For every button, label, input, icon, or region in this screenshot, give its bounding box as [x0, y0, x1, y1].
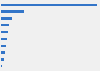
Bar: [1, 4, 97, 6]
Bar: [1, 24, 9, 26]
Bar: [1, 10, 24, 13]
Bar: [1, 31, 8, 33]
Bar: [1, 17, 12, 20]
Bar: [1, 58, 4, 61]
Bar: [1, 65, 2, 67]
Bar: [1, 38, 7, 40]
Bar: [1, 51, 5, 54]
Bar: [1, 45, 6, 47]
